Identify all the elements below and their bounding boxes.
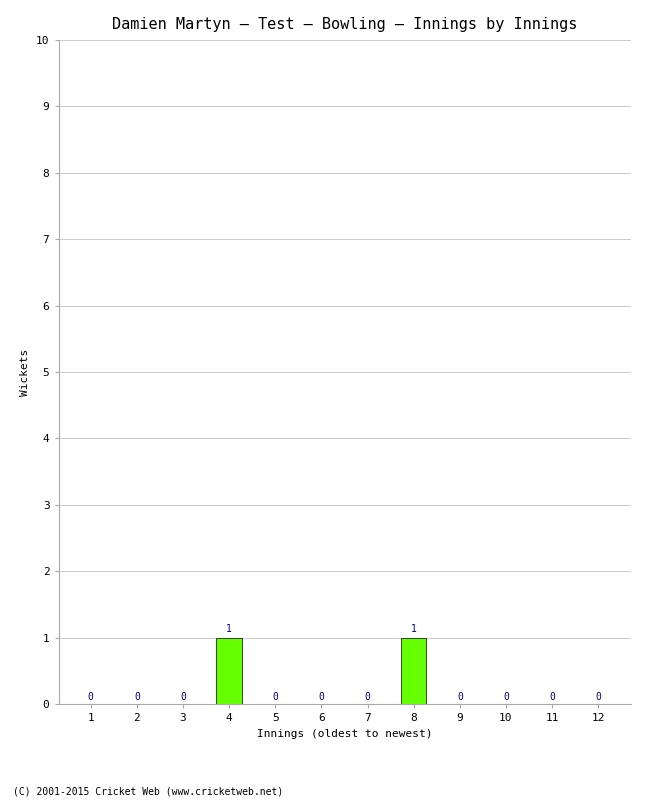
Text: 1: 1 (226, 624, 232, 634)
Text: 0: 0 (88, 692, 94, 702)
Text: 0: 0 (365, 692, 370, 702)
Text: (C) 2001-2015 Cricket Web (www.cricketweb.net): (C) 2001-2015 Cricket Web (www.cricketwe… (13, 786, 283, 796)
Text: 0: 0 (318, 692, 324, 702)
Text: 0: 0 (595, 692, 601, 702)
Bar (216, 638, 242, 704)
Text: 0: 0 (549, 692, 555, 702)
Text: 0: 0 (134, 692, 140, 702)
Text: 0: 0 (457, 692, 463, 702)
Text: 1: 1 (411, 624, 417, 634)
Text: 0: 0 (272, 692, 278, 702)
Text: 0: 0 (180, 692, 186, 702)
Text: 0: 0 (503, 692, 509, 702)
X-axis label: Innings (oldest to newest): Innings (oldest to newest) (257, 729, 432, 738)
Title: Damien Martyn – Test – Bowling – Innings by Innings: Damien Martyn – Test – Bowling – Innings… (112, 17, 577, 32)
Bar (401, 638, 426, 704)
Y-axis label: Wickets: Wickets (20, 348, 31, 396)
